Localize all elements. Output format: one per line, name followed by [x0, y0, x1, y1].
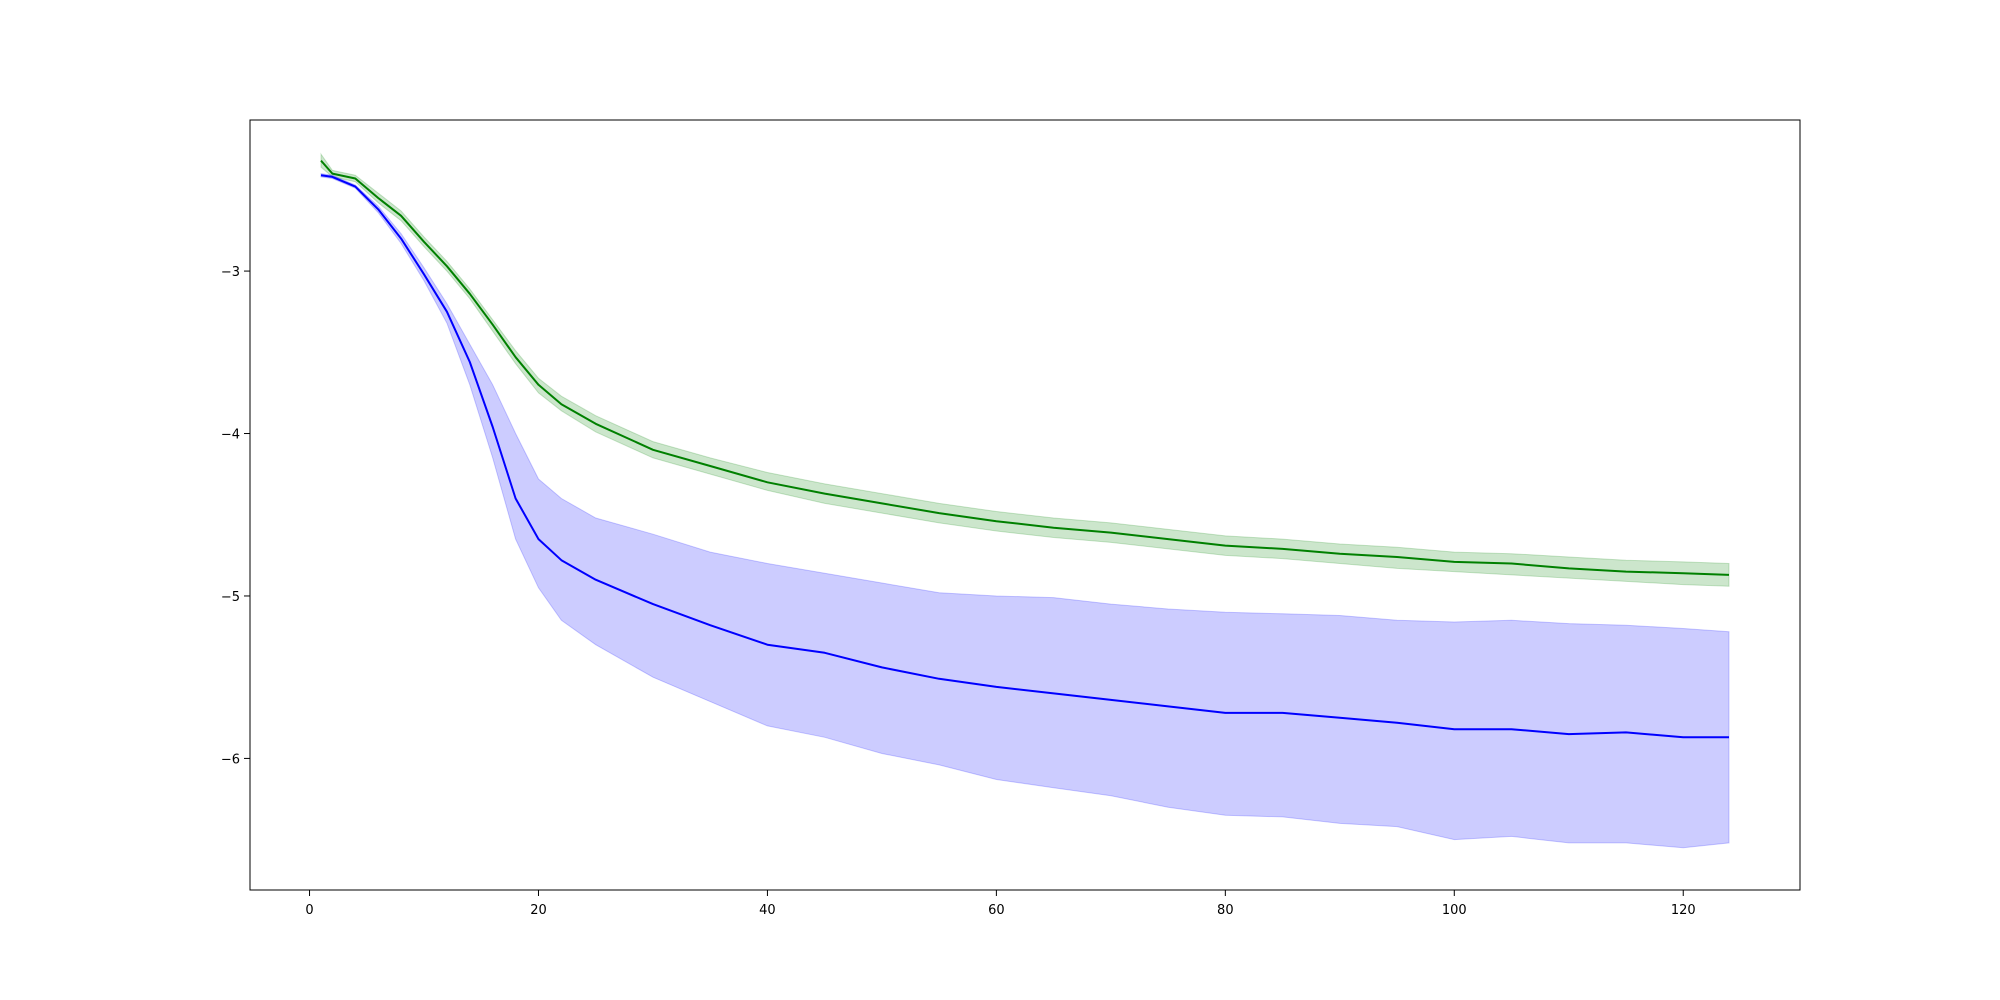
series-0-band	[320, 152, 1730, 587]
x-tick-label: 80	[1217, 903, 1234, 918]
y-tick-label: −4	[221, 428, 240, 443]
y-tick-label: −5	[221, 590, 240, 605]
series-lines	[320, 159, 1730, 739]
series-1-line	[320, 174, 1729, 739]
x-tick-label: 20	[530, 903, 547, 918]
x-tick-label: 60	[988, 903, 1005, 918]
x-tick-label: 100	[1442, 903, 1467, 918]
x-tick-label: 0	[305, 903, 313, 918]
series-0-line	[320, 159, 1730, 576]
y-axis: −3 −4 −5 −6	[221, 265, 250, 767]
y-tick-label: −3	[221, 265, 240, 280]
series-1-band	[320, 173, 1730, 849]
confidence-bands	[320, 152, 1730, 849]
x-axis: 0 20 40 60 80 100 120	[305, 890, 1696, 918]
y-tick-label: −6	[221, 752, 240, 767]
x-tick-label: 40	[759, 903, 776, 918]
x-tick-label: 120	[1671, 903, 1696, 918]
plot-frame	[249, 119, 1801, 891]
